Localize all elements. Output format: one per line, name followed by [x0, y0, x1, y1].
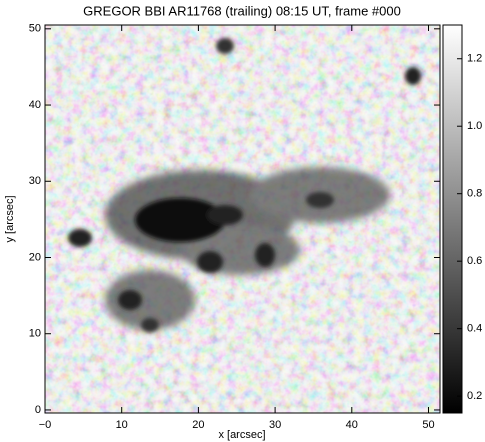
colorbar-tick-label: 0.6 [467, 255, 482, 267]
y-axis-label: y [arcsec] [4, 195, 16, 242]
x-tick-label: 10 [116, 419, 128, 431]
x-tick-label: 30 [269, 419, 281, 431]
y-tick-label: 0 [35, 404, 41, 416]
chart-title: GREGOR BBI AR11768 (trailing) 08:15 UT, … [83, 3, 401, 18]
colorbar-tick-label: 0.2 [467, 390, 482, 402]
colorbar-tick-label: 1.2 [467, 53, 482, 65]
y-tick-label: 20 [29, 251, 41, 263]
colorbar-tick-label: 0.8 [467, 188, 482, 200]
chart: GREGOR BBI AR11768 (trailing) 08:15 UT, … [0, 0, 485, 442]
colorbar-tick-label: 1.0 [467, 120, 482, 132]
colorbar-tick-label: 0.4 [467, 323, 482, 335]
solar-image [45, 25, 440, 413]
y-tick-label: 30 [29, 175, 41, 187]
y-tick-label: 50 [29, 23, 41, 35]
x-tick-label: 40 [346, 419, 358, 431]
colorbar [443, 25, 462, 413]
x-axis-label: x [arcsec] [218, 429, 265, 441]
x-tick-label: 50 [422, 419, 434, 431]
y-tick-label: 40 [29, 99, 41, 111]
x-tick-label: −0 [39, 419, 52, 431]
x-tick-label: 20 [192, 419, 204, 431]
y-tick-label: 10 [29, 328, 41, 340]
